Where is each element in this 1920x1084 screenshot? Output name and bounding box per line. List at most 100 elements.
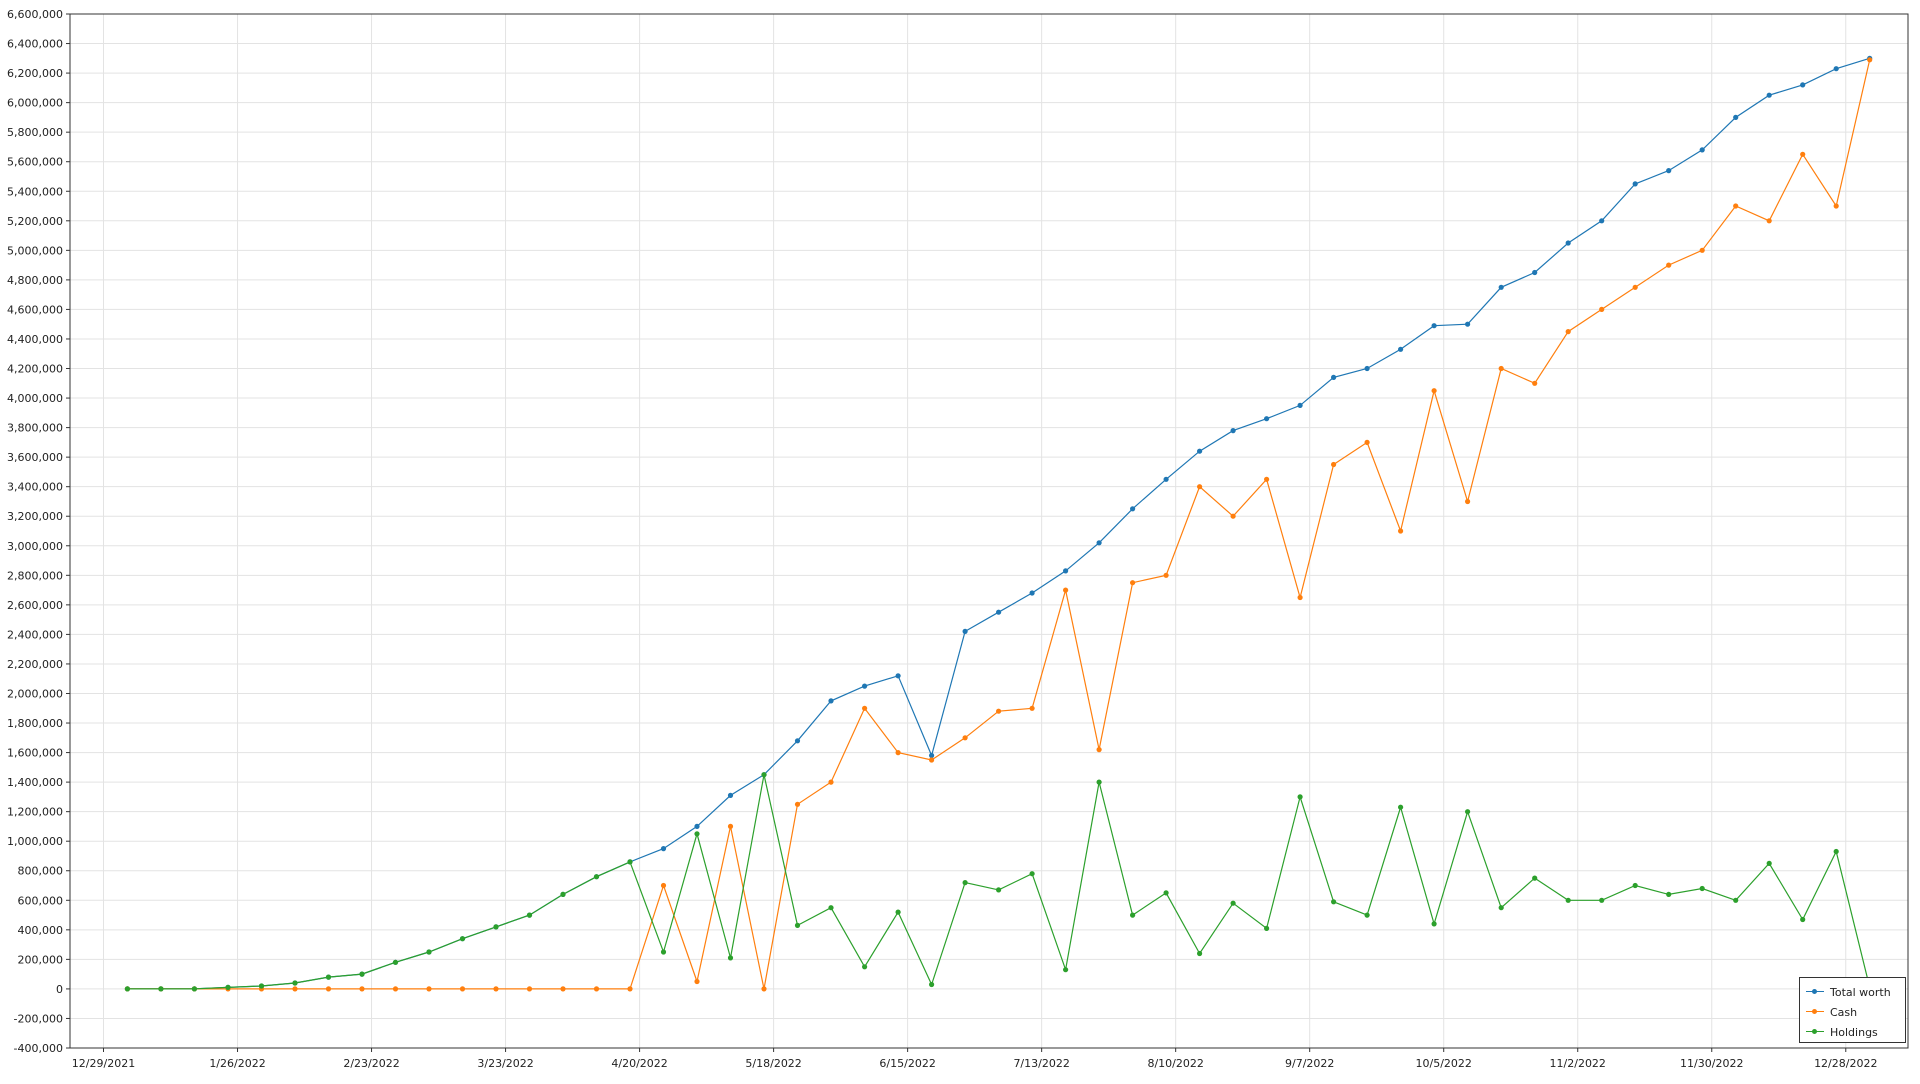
data-point-cash <box>895 750 901 756</box>
y-tick-label: 3,600,000 <box>7 451 63 464</box>
data-point-total-worth <box>1063 568 1069 574</box>
data-point-holdings <box>962 880 968 886</box>
data-point-cash <box>1766 218 1772 224</box>
data-point-holdings <box>1096 779 1102 785</box>
data-point-cash <box>828 779 834 785</box>
data-point-holdings <box>1029 871 1035 877</box>
y-tick-label: 600,000 <box>18 894 64 907</box>
x-tick-label: 2/23/2022 <box>343 1057 399 1070</box>
data-point-total-worth <box>1532 269 1538 276</box>
y-tick-label: 3,400,000 <box>7 481 63 494</box>
data-point-holdings <box>929 981 935 988</box>
data-point-cash <box>1398 528 1404 534</box>
data-point-holdings <box>1699 885 1705 892</box>
data-point-cash <box>694 978 700 985</box>
data-point-cash <box>1264 476 1270 482</box>
x-tick-label: 11/2/2022 <box>1550 1057 1606 1070</box>
legend-swatch-holdings <box>1806 1027 1824 1037</box>
data-point-cash <box>727 823 734 830</box>
grid-lines <box>70 13 1908 1049</box>
y-tick-label: 0 <box>56 983 63 996</box>
data-point-cash <box>1197 484 1203 490</box>
data-point-holdings <box>1163 890 1169 896</box>
data-point-holdings <box>1130 912 1136 918</box>
data-point-cash <box>426 986 432 992</box>
data-point-holdings <box>862 964 868 970</box>
data-point-total-worth <box>1833 66 1839 72</box>
data-point-holdings <box>828 905 834 911</box>
y-tick-label: 2,400,000 <box>7 628 63 641</box>
y-tick-label: 1,600,000 <box>7 747 63 760</box>
legend-marker-cash <box>1812 1009 1817 1014</box>
data-point-cash <box>1465 498 1471 505</box>
data-point-holdings <box>359 971 365 977</box>
data-point-holdings <box>560 891 566 898</box>
data-point-total-worth <box>862 683 868 689</box>
data-point-holdings <box>1565 897 1571 903</box>
data-point-cash <box>593 986 600 992</box>
data-point-total-worth <box>1130 506 1136 512</box>
data-point-cash <box>392 986 399 992</box>
data-point-cash <box>292 986 298 992</box>
legend-label-total-worth: Total worth <box>1830 985 1891 999</box>
x-tick-label: 8/10/2022 <box>1147 1057 1203 1070</box>
data-point-holdings <box>124 986 130 992</box>
y-tick-label: 6,200,000 <box>7 67 63 80</box>
data-point-total-worth <box>660 846 667 852</box>
data-point-total-worth <box>1599 218 1605 224</box>
x-tick-label: 6/15/2022 <box>879 1057 935 1070</box>
data-point-cash <box>761 986 767 992</box>
data-point-total-worth <box>1163 476 1169 482</box>
series-group <box>124 55 1873 992</box>
data-point-cash <box>325 986 332 992</box>
data-point-total-worth <box>1632 181 1638 187</box>
y-axis: -400,000 -200,000 0 200,000 400,000 600,000 80… <box>7 8 70 1055</box>
y-tick-label: 1,000,000 <box>7 835 63 848</box>
data-point-holdings <box>1733 897 1739 903</box>
data-point-total-worth <box>1498 284 1504 290</box>
data-point-total-worth <box>794 738 801 744</box>
data-point-cash <box>1096 747 1102 753</box>
y-tick-label: 3,000,000 <box>7 540 63 553</box>
data-point-cash <box>660 882 667 889</box>
data-point-holdings <box>1297 794 1303 800</box>
data-point-holdings <box>158 986 164 992</box>
x-tick-label: 5/18/2022 <box>745 1057 801 1070</box>
y-tick-label: 1,800,000 <box>7 717 63 730</box>
data-point-cash <box>1364 439 1370 445</box>
data-point-cash <box>1733 203 1739 209</box>
data-point-holdings <box>1331 899 1337 905</box>
x-tick-label: 11/30/2022 <box>1680 1057 1743 1070</box>
data-point-holdings <box>225 984 231 991</box>
data-point-holdings <box>1498 905 1504 911</box>
series-total-worth <box>124 55 1873 992</box>
y-tick-label: 2,000,000 <box>7 687 63 700</box>
data-point-cash <box>526 986 533 992</box>
data-point-cash <box>929 757 935 763</box>
y-tick-label: 5,800,000 <box>7 126 63 139</box>
data-point-total-worth <box>1331 374 1337 380</box>
plot-frame <box>69 13 1909 1049</box>
data-point-holdings <box>627 859 633 865</box>
series-cash <box>124 57 1873 992</box>
y-tick-label: 3,800,000 <box>7 422 63 435</box>
data-point-holdings <box>895 909 901 915</box>
y-tick-label: 400,000 <box>18 924 64 937</box>
x-tick-label: 7/13/2022 <box>1013 1057 1069 1070</box>
y-tick-label: 5,400,000 <box>7 185 63 198</box>
data-point-total-worth <box>1699 147 1705 153</box>
data-point-holdings <box>1230 900 1236 906</box>
data-point-cash <box>1331 461 1337 468</box>
x-tick-label: 1/26/2022 <box>209 1057 265 1070</box>
data-point-total-worth <box>1364 365 1370 372</box>
legend-swatch-cash <box>1806 1007 1824 1017</box>
series-line-total-worth <box>127 57 1870 990</box>
y-tick-label: -200,000 <box>14 1012 63 1025</box>
data-point-cash <box>862 705 868 711</box>
data-point-cash <box>1632 284 1638 290</box>
y-tick-label: 4,400,000 <box>7 333 63 346</box>
data-point-holdings <box>1766 860 1772 867</box>
data-point-holdings <box>1800 916 1806 923</box>
